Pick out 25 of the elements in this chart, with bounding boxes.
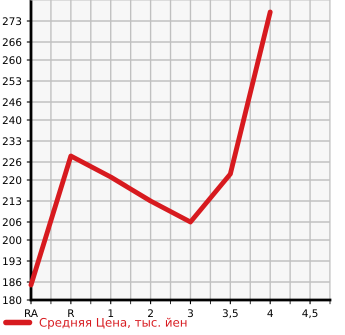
- y-tick-label: 200: [2, 236, 22, 244]
- y-tick-label: 266: [2, 38, 22, 46]
- y-tick-label: 220: [2, 176, 22, 184]
- y-tick-label: 253: [2, 77, 22, 86]
- y-tick-label: 246: [2, 98, 22, 106]
- y-tick-label: 226: [2, 158, 22, 166]
- x-tick-label: 4,5: [302, 309, 318, 318]
- x-tick-label: 3: [188, 309, 193, 318]
- y-tick-label: 193: [3, 257, 22, 266]
- x-tick-label: 4: [267, 309, 273, 317]
- legend-label: Средняя Цена, тыс. йен: [40, 318, 186, 330]
- y-tick-label: 180: [3, 296, 22, 304]
- x-tick-label: 2: [148, 309, 153, 317]
- y-tick-label: 213: [2, 197, 22, 206]
- y-tick-label: 233: [2, 137, 22, 146]
- x-tick-label: 3,5: [222, 309, 238, 318]
- y-tick-label: 273: [2, 17, 22, 26]
- y-tick-label: 186: [3, 278, 22, 286]
- y-tick-label: 260: [2, 56, 22, 64]
- x-tick-label: 1: [108, 309, 114, 317]
- x-tick-label: RA: [25, 309, 38, 317]
- y-tick-label: 240: [2, 116, 22, 124]
- line-series: [28, 10, 273, 288]
- x-tick-label: R: [68, 309, 74, 317]
- y-tick-label: 206: [2, 218, 22, 226]
